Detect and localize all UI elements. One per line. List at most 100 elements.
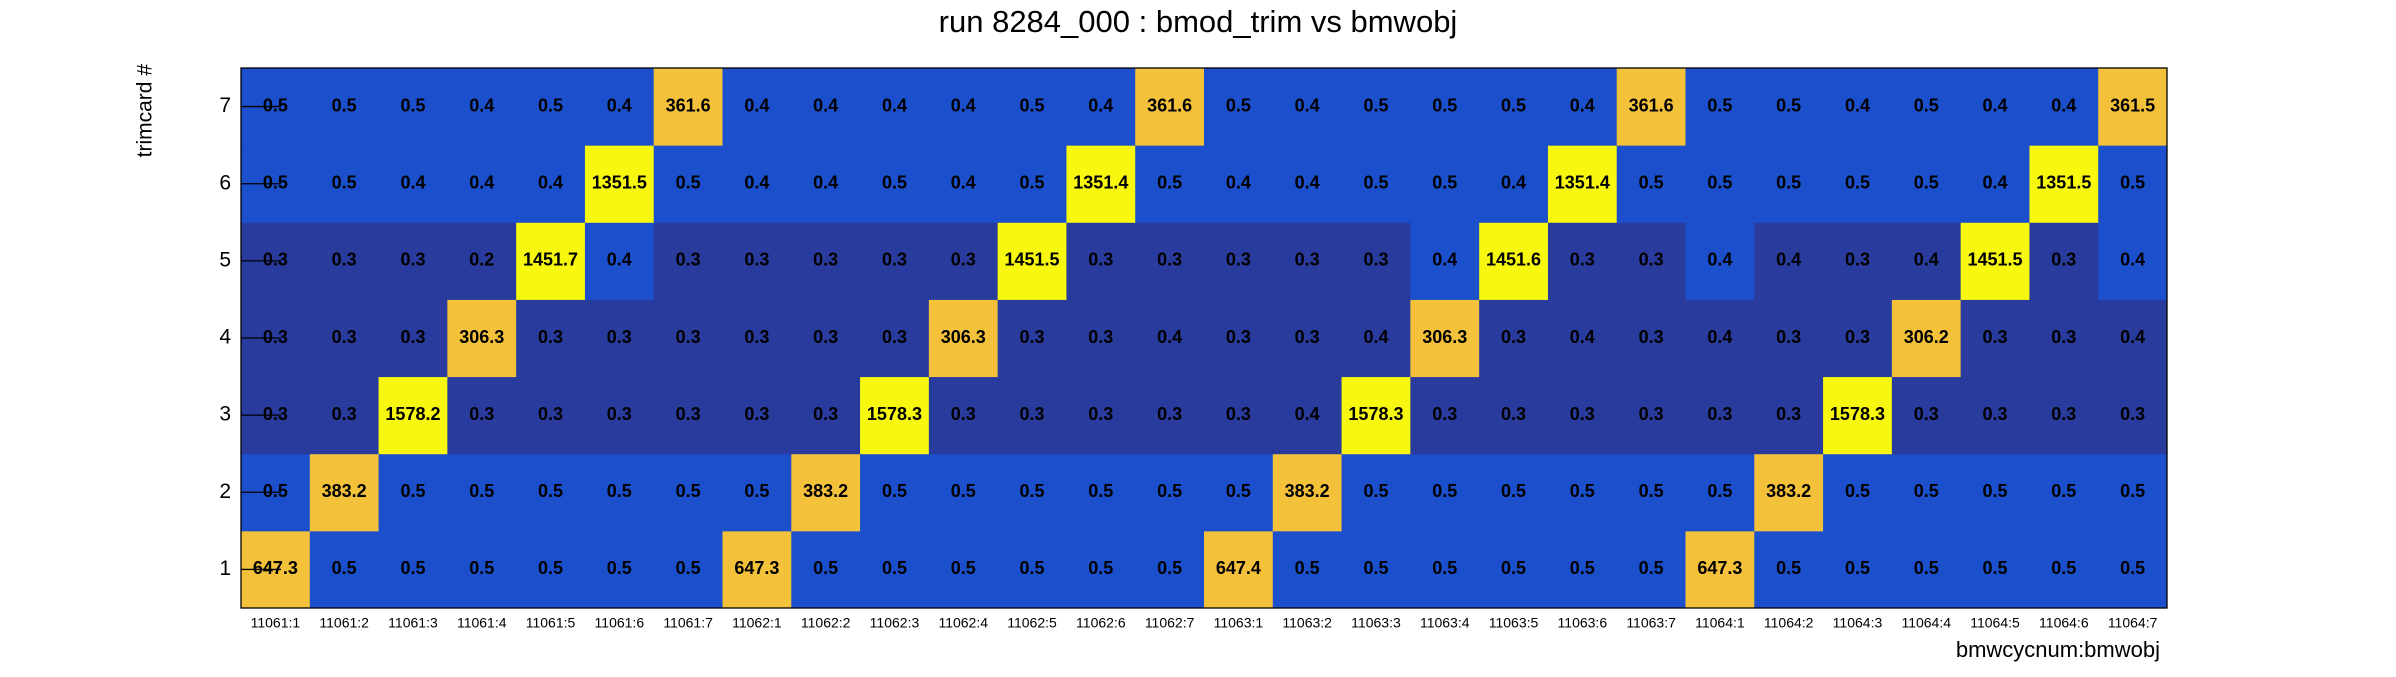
cell-label: 361.5 <box>2110 95 2155 115</box>
heat-cell <box>1204 530 1274 609</box>
heat-cell <box>2029 222 2099 300</box>
cell-label: 0.4 <box>1776 250 1801 270</box>
heat-cell <box>1066 68 1136 146</box>
cell-label: 0.3 <box>1020 327 1045 347</box>
heat-cell <box>2098 530 2168 609</box>
heat-cell <box>1204 68 1274 146</box>
heat-cell <box>1341 222 1411 300</box>
cell-label: 0.3 <box>263 250 288 270</box>
y-axis-label: trimcard # <box>134 64 157 158</box>
x-tick-label: 11061:5 <box>526 615 576 631</box>
cell-label: 0.3 <box>469 404 494 424</box>
cell-label: 647.3 <box>1697 558 1742 578</box>
heat-cell <box>1823 299 1893 378</box>
cell-label: 0.5 <box>263 172 288 192</box>
heat-cell <box>1960 68 2030 146</box>
heat-cell <box>928 453 999 532</box>
cell-label: 0.5 <box>1432 558 1457 578</box>
heat-cell <box>1616 299 1686 378</box>
heat-cell <box>1204 299 1274 378</box>
x-tick-label: 11061:7 <box>663 615 713 631</box>
x-tick-label: 11064:5 <box>1970 615 2020 631</box>
heat-cell <box>1960 376 2030 455</box>
cell-label: 0.3 <box>813 404 838 424</box>
cell-label: 0.3 <box>951 404 976 424</box>
cell-label: 1451.6 <box>1486 250 1541 270</box>
heat-cell <box>791 68 861 146</box>
heat-cell <box>722 145 792 223</box>
heat-cell <box>1960 222 2030 300</box>
cell-label: 0.5 <box>263 481 288 501</box>
heat-cell <box>722 530 792 609</box>
heat-cell <box>1204 376 1274 455</box>
cell-label: 0.3 <box>1570 404 1595 424</box>
heat-cell <box>1341 453 1411 532</box>
cell-label: 0.5 <box>607 558 632 578</box>
heat-cell <box>378 145 448 223</box>
heat-cell <box>860 376 930 455</box>
cell-label: 0.3 <box>263 327 288 347</box>
heat-cell <box>1272 376 1343 455</box>
heat-cell <box>1272 145 1343 223</box>
cell-label: 0.3 <box>400 327 425 347</box>
cell-label: 1351.4 <box>1555 172 1610 192</box>
x-tick-label: 11062:3 <box>870 615 920 631</box>
cell-label: 0.5 <box>2051 481 2076 501</box>
cell-label: 0.5 <box>469 558 494 578</box>
heat-cell <box>516 453 586 532</box>
cell-label: 0.4 <box>1432 250 1457 270</box>
cell-label: 0.4 <box>400 172 425 192</box>
heat-cell <box>653 68 723 146</box>
x-tick-label: 11062:2 <box>801 615 851 631</box>
heat-cell <box>1960 299 2030 378</box>
heat-cell <box>2098 222 2168 300</box>
heat-cell <box>1272 530 1343 609</box>
cell-label: 0.3 <box>2051 327 2076 347</box>
cell-label: 0.4 <box>744 95 769 115</box>
cell-label: 1351.4 <box>1073 172 1128 192</box>
heat-cell <box>1547 145 1618 223</box>
cell-label: 1451.5 <box>1005 250 1060 270</box>
cell-label: 0.3 <box>400 250 425 270</box>
cell-label: 0.4 <box>951 172 976 192</box>
heat-cell <box>1479 453 1549 532</box>
cell-label: 0.5 <box>1088 481 1113 501</box>
heat-cell <box>1341 145 1411 223</box>
y-tick-label: 3 <box>219 403 231 426</box>
heat-cell <box>1685 68 1755 146</box>
heat-cell <box>1341 68 1411 146</box>
heat-cell <box>1066 453 1136 532</box>
cell-label: 0.5 <box>1983 558 2008 578</box>
x-tick-label: 11063:4 <box>1420 615 1470 631</box>
cell-label: 0.3 <box>1776 327 1801 347</box>
cell-label: 306.3 <box>941 327 986 347</box>
cell-label: 0.3 <box>332 327 357 347</box>
cell-label: 0.5 <box>1707 172 1732 192</box>
heat-cell <box>1754 376 1824 455</box>
x-tick-label: 11063:7 <box>1626 615 1676 631</box>
cell-label: 0.5 <box>332 95 357 115</box>
cell-label: 383.2 <box>322 481 367 501</box>
heat-cell <box>584 376 655 455</box>
cell-label: 647.3 <box>734 558 779 578</box>
cell-label: 0.3 <box>1226 404 1251 424</box>
y-tick-label: 4 <box>219 326 231 349</box>
cell-label: 0.5 <box>1088 558 1113 578</box>
heat-cell <box>1616 145 1686 223</box>
cell-label: 0.5 <box>1157 558 1182 578</box>
cell-label: 0.3 <box>1363 250 1388 270</box>
heat-cell <box>1272 222 1343 300</box>
heat-cell <box>653 453 723 532</box>
cell-label: 0.4 <box>951 95 976 115</box>
x-tick-label: 11063:5 <box>1489 615 1539 631</box>
cell-label: 0.3 <box>1639 404 1664 424</box>
heat-cell <box>447 530 517 609</box>
cell-label: 0.4 <box>2120 327 2145 347</box>
heat-cell <box>1479 376 1549 455</box>
heat-cell <box>2029 530 2099 609</box>
heat-cell <box>1891 376 1962 455</box>
cell-label: 0.3 <box>1845 250 1870 270</box>
cell-label: 0.3 <box>1157 250 1182 270</box>
heat-cell <box>860 299 930 378</box>
